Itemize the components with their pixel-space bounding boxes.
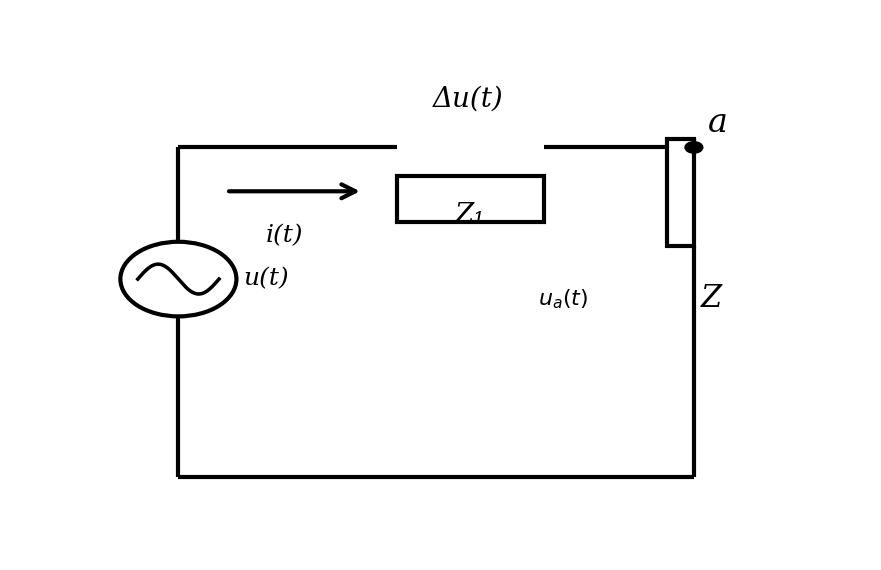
Circle shape: [121, 242, 236, 316]
Text: i(t): i(t): [265, 224, 303, 247]
Bar: [667, 139, 694, 246]
Circle shape: [685, 142, 703, 153]
Text: a: a: [707, 107, 728, 139]
Text: Δu(t): Δu(t): [433, 86, 504, 112]
Text: Z: Z: [700, 283, 722, 314]
Text: u(t): u(t): [243, 267, 289, 291]
Bar: [396, 176, 544, 222]
Text: Z₁: Z₁: [455, 202, 485, 229]
Text: $u_a(t)$: $u_a(t)$: [537, 287, 588, 311]
